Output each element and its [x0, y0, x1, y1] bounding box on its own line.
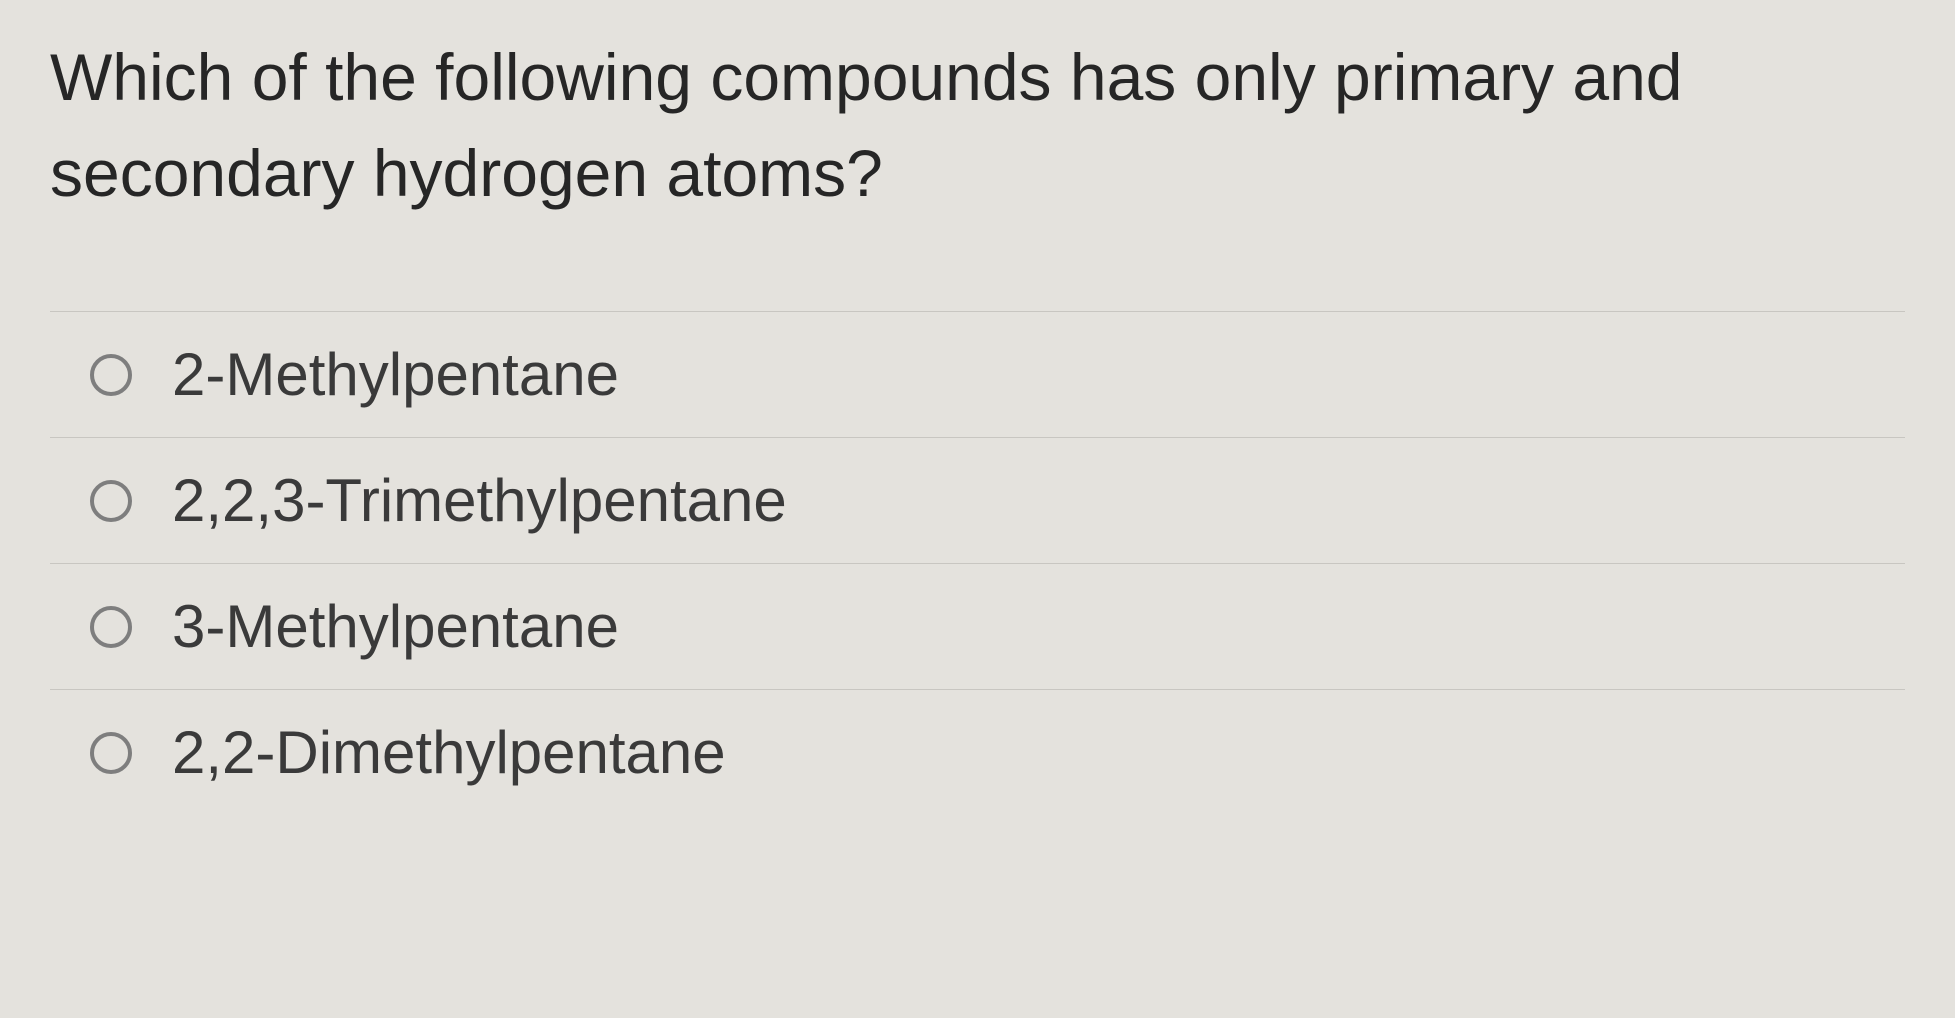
option-label: 3-Methylpentane — [172, 592, 619, 661]
radio-button[interactable] — [90, 354, 132, 396]
option-label: 2,2-Dimethylpentane — [172, 718, 726, 787]
option-label: 2-Methylpentane — [172, 340, 619, 409]
radio-button[interactable] — [90, 606, 132, 648]
option-label: 2,2,3-Trimethylpentane — [172, 466, 787, 535]
quiz-page: Which of the following compounds has onl… — [0, 0, 1955, 815]
radio-button[interactable] — [90, 480, 132, 522]
question-text: Which of the following compounds has onl… — [50, 30, 1905, 221]
option-row[interactable]: 2,2,3-Trimethylpentane — [50, 438, 1905, 564]
option-row[interactable]: 3-Methylpentane — [50, 564, 1905, 690]
options-list: 2-Methylpentane 2,2,3-Trimethylpentane 3… — [50, 311, 1905, 815]
radio-button[interactable] — [90, 732, 132, 774]
option-row[interactable]: 2,2-Dimethylpentane — [50, 690, 1905, 815]
option-row[interactable]: 2-Methylpentane — [50, 312, 1905, 438]
